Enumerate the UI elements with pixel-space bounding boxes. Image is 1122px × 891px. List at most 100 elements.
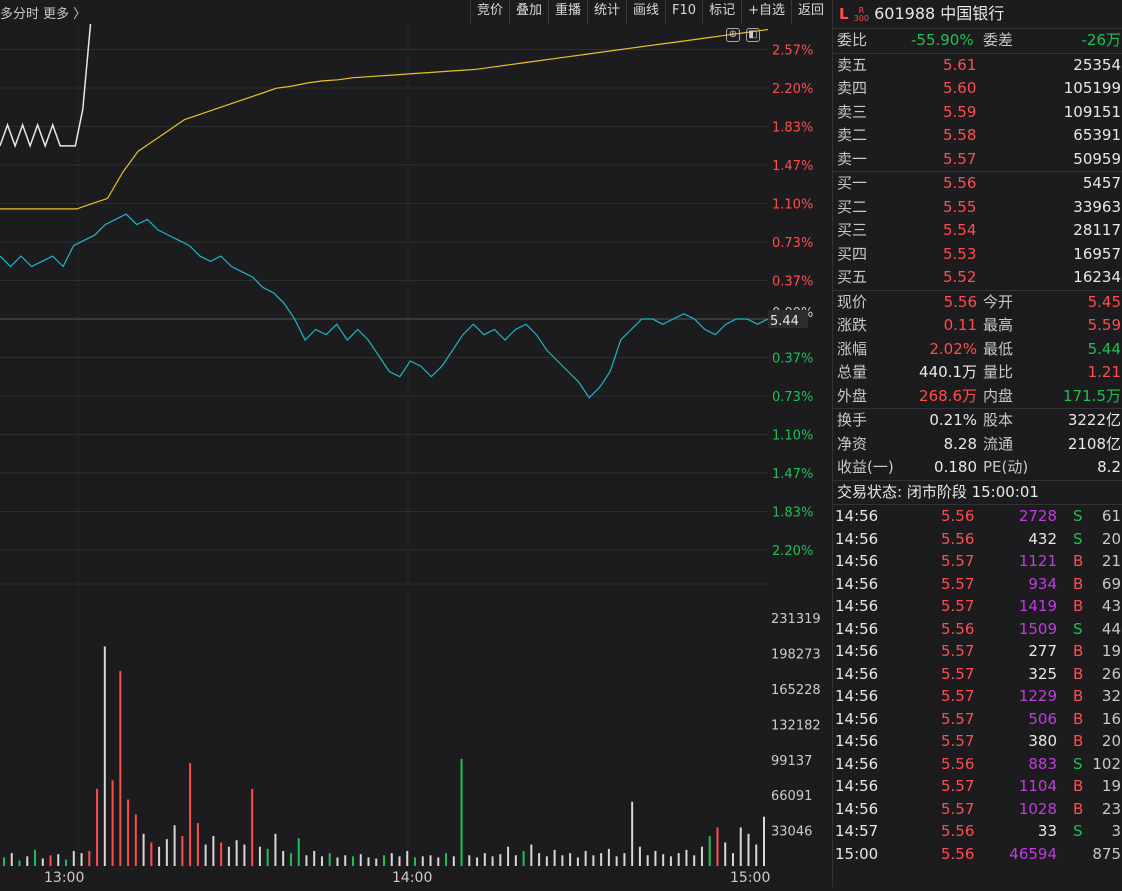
stat-value: 5.45 <box>1087 292 1121 311</box>
trade-time: 15:00 <box>835 844 879 863</box>
buy-volume: 16234 <box>1073 268 1121 286</box>
trade-qty: 1028 <box>1018 799 1057 818</box>
chart-toolbar: 多分时 更多 〉 竞价 叠加 重播 统计 画线 F10 标记 +自选 返回 <box>0 0 830 25</box>
trade-row: 14:56 5.56 432 S 20 <box>833 528 1122 551</box>
order-ratio-row: 委比 -55.90% 委差 -26万 <box>833 29 1122 54</box>
pct-label-up: 1.83% <box>772 121 813 136</box>
stat-value: 5.44 <box>1087 339 1121 358</box>
stat-value: 5.56 <box>943 292 977 311</box>
trade-qty: 506 <box>1028 709 1057 728</box>
pct-label-up: 2.20% <box>772 82 813 97</box>
toolbar-button[interactable]: 统计 <box>587 0 626 24</box>
trade-count: 102 <box>1092 754 1121 773</box>
buy-price[interactable]: 5.55 <box>943 197 977 216</box>
stock-code-name: 601988 中国银行 <box>874 4 1005 23</box>
stat-row: 涨幅 2.02% 最低 5.44 <box>833 338 1122 362</box>
toolbar-button[interactable]: 叠加 <box>508 0 548 24</box>
stat-label: 今开 <box>983 292 1014 311</box>
buy-row: 买一 5.56 5457 <box>833 172 1122 196</box>
pct-label-down: 2.20% <box>772 544 813 559</box>
buy-price[interactable]: 5.56 <box>943 174 977 192</box>
layout-toggle-icon[interactable]: ◧ <box>746 28 760 42</box>
stat-value: 440.1万 <box>919 363 977 381</box>
sell-price[interactable]: 5.59 <box>943 102 977 121</box>
trade-count: 44 <box>1101 619 1121 638</box>
volume-axis-label: 231319 <box>771 612 821 627</box>
buy-row: 买三 5.54 28117 <box>833 219 1122 243</box>
zoom-in-icon[interactable]: ⊕ <box>726 28 740 42</box>
trade-qty: 1229 <box>1018 687 1057 705</box>
sell-label: 卖五 <box>837 55 868 74</box>
sell-volume: 109151 <box>1063 102 1121 121</box>
sell-volume: 25354 <box>1073 55 1121 74</box>
toolbar-left-item[interactable]: 多分时 <box>0 7 40 22</box>
price-stats: 现价 5.56 今开 5.45 涨跌 0.11 最高 5.59 涨幅 2.02% 最低 5.44 总量 4… <box>833 291 1122 409</box>
r300-badge: R 300 <box>853 6 869 23</box>
buy-price[interactable]: 5.52 <box>943 268 977 286</box>
stat-label: 收益(一) <box>837 458 894 476</box>
quote-panel: L R 300 601988 中国银行 委比 -55.90% 委差 -26万 卖五… <box>832 0 1122 887</box>
ref-price-box <box>768 310 808 328</box>
trade-side: B <box>1073 597 1084 615</box>
trade-price: 5.57 <box>941 574 975 593</box>
stat-label: 现价 <box>837 292 868 311</box>
trade-qty: 1509 <box>1018 619 1057 638</box>
pct-label-down: 1.10% <box>772 429 813 444</box>
trade-qty: 46594 <box>1009 844 1057 863</box>
buy-price[interactable]: 5.53 <box>943 244 977 263</box>
toolbar-button[interactable]: 画线 <box>626 0 665 24</box>
sell-price[interactable]: 5.61 <box>943 55 977 74</box>
diff-label: 委差 <box>983 31 1014 49</box>
stat-row: 净资 8.28 流通 2108亿 <box>833 433 1122 457</box>
toolbar-button[interactable]: 标记 <box>702 0 741 24</box>
toolbar-button[interactable]: F10 <box>665 0 702 24</box>
pct-label-up: 1.10% <box>772 198 813 213</box>
stat-value: 5.59 <box>1087 316 1121 334</box>
toolbar-buttons: 竞价 叠加 重播 统计 画线 F10 标记 +自选 返回 <box>469 0 830 24</box>
intraday-chart: 2.57%2.20%1.83%1.47%1.10%0.73%0.37%0.00%… <box>0 0 830 887</box>
trade-count: 20 <box>1101 732 1121 750</box>
trade-count: 20 <box>1101 529 1121 548</box>
trade-qty: 277 <box>1028 642 1057 660</box>
stat-row: 总量 440.1万 量比 1.21 <box>833 361 1122 385</box>
sell-price[interactable]: 5.58 <box>943 126 977 144</box>
trade-side: S <box>1073 822 1083 840</box>
sell-row: 卖三 5.59 109151 <box>833 101 1122 125</box>
toolbar-button[interactable]: 重播 <box>547 0 587 24</box>
trade-price: 5.56 <box>941 822 975 840</box>
stat-label: 流通 <box>983 434 1014 453</box>
trade-side: B <box>1073 777 1084 795</box>
stat-value: 0.11 <box>943 316 977 334</box>
buy-orders: 买一 5.56 5457 买二 5.55 33963 买三 5.54 28117 买四 5.53 16… <box>833 172 1122 291</box>
trade-count: 19 <box>1101 777 1121 795</box>
trade-count: 21 <box>1101 552 1121 570</box>
trade-count: 3 <box>1111 822 1121 840</box>
sell-row: 卖一 5.57 50959 <box>833 148 1122 172</box>
trade-price: 5.57 <box>941 687 975 705</box>
stat-label: 涨幅 <box>837 339 868 358</box>
toolbar-left-item[interactable]: 更多 〉 <box>43 7 87 22</box>
trade-qty: 1121 <box>1018 552 1057 570</box>
trade-row: 14:56 5.57 380 B 20 <box>833 730 1122 753</box>
trade-qty: 1104 <box>1018 777 1057 795</box>
chart-svg: 2.57%2.20%1.83%1.47%1.10%0.73%0.37%0.00%… <box>0 0 821 886</box>
trade-row: 14:56 5.57 1121 B 21 <box>833 550 1122 573</box>
sell-volume: 65391 <box>1073 126 1121 144</box>
sell-row: 卖五 5.61 25354 <box>833 54 1122 78</box>
trade-count: 26 <box>1101 664 1121 683</box>
sell-price[interactable]: 5.60 <box>943 79 977 97</box>
toolbar-button[interactable]: +自选 <box>741 0 791 24</box>
trade-side: B <box>1073 574 1084 593</box>
trade-qty: 934 <box>1028 574 1057 593</box>
trade-price: 5.56 <box>941 754 975 773</box>
toolbar-button[interactable]: 返回 <box>790 0 830 24</box>
trade-count: 69 <box>1101 574 1121 593</box>
trade-side: B <box>1073 552 1084 570</box>
toolbar-button[interactable]: 竞价 <box>469 0 509 24</box>
trade-qty: 432 <box>1028 529 1057 548</box>
volume-axis-label: 99137 <box>771 754 812 769</box>
buy-volume: 28117 <box>1073 221 1121 239</box>
sell-price[interactable]: 5.57 <box>943 149 977 168</box>
volume-axis-label: 66091 <box>771 789 812 804</box>
buy-price[interactable]: 5.54 <box>943 221 977 239</box>
